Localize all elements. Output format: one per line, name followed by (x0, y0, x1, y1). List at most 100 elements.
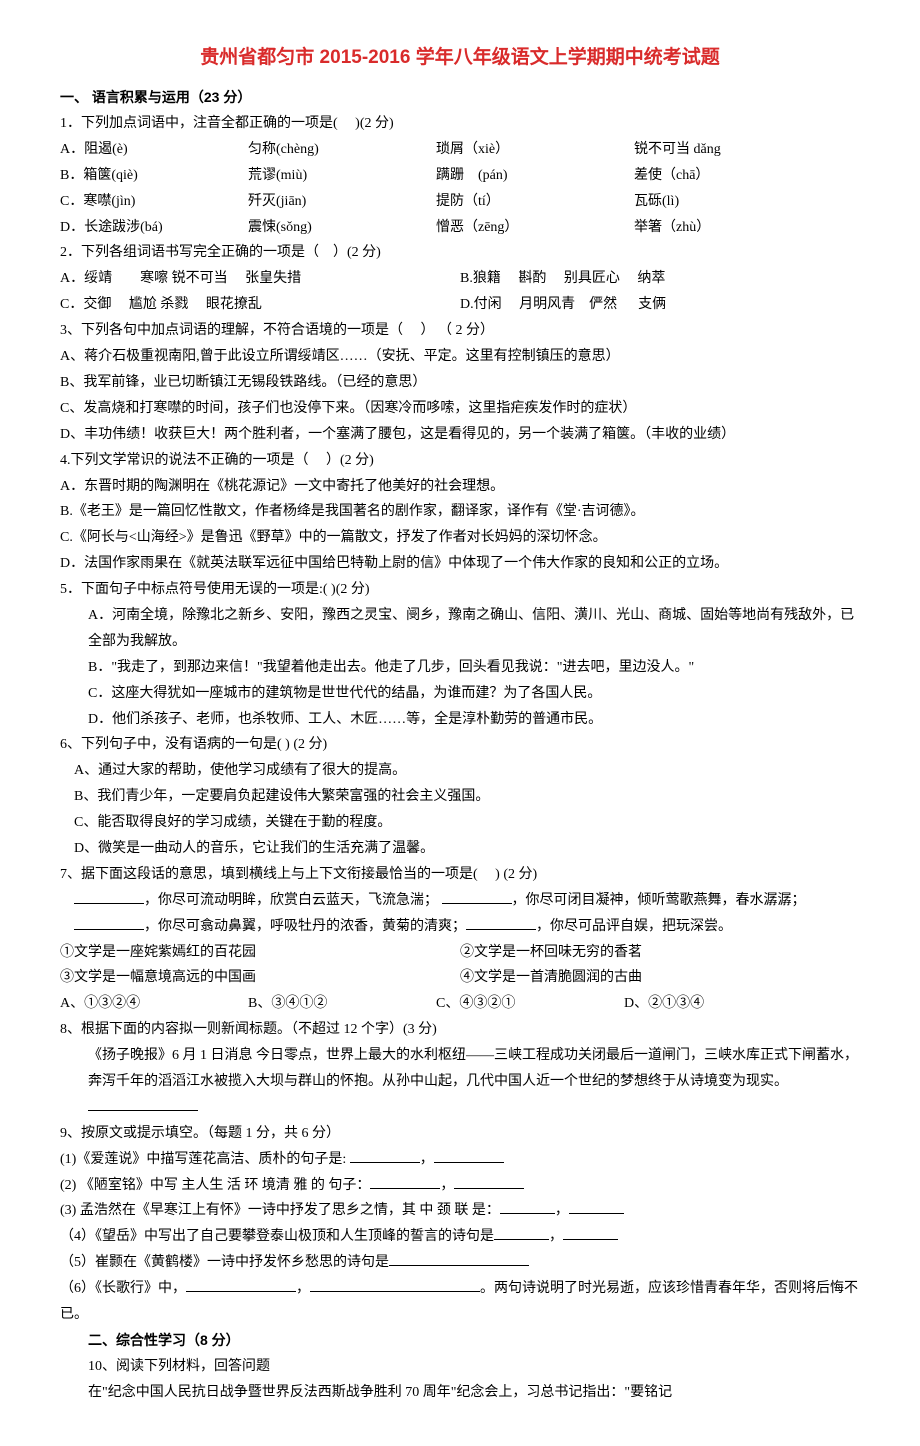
q7-a: A、①③②④ (60, 991, 220, 1017)
q2-stem: 2．下列各组词语书写完全正确的一项是（ ）(2 分) (60, 240, 860, 266)
q1-c1: C．寒噤(jìn) (60, 189, 220, 215)
q1-a4: 锐不可当 dǎng (634, 137, 721, 163)
q7-text3: ，你尽可翕动鼻翼，呼吸牡丹的浓香，黄菊的清爽； (144, 919, 466, 934)
q7-b: B、③④①② (248, 991, 408, 1017)
q3-stem: 3、下列各句中加点词语的理解，不符合语境的一项是（ ） （ 2 分） (60, 318, 860, 344)
q8-stem: 8、根据下面的内容拟一则新闻标题。（不超过 12 个字）(3 分) (60, 1017, 860, 1043)
q9-3-text: (3) 孟浩然在《早寒江上有怀》一诗中抒发了思乡之情，其 中 颈 联 是： (60, 1203, 500, 1218)
q9-6-text1: （6）《长歌行》中， (60, 1281, 186, 1296)
q7-blank4 (466, 916, 536, 930)
q1-a1: A．阻遏(è) (60, 137, 220, 163)
q9-6-b1 (186, 1278, 296, 1292)
q1-d4: 举箸（zhù） (634, 215, 710, 241)
q9-1-b2 (434, 1149, 504, 1163)
q1-d2: 震悚(sǒng) (248, 215, 408, 241)
q1-b3: 蹒跚 (pán) (436, 163, 606, 189)
q3-b: B、我军前锋，业已切断镇江无锡段铁路线。（已经的意思） (60, 370, 860, 396)
q1-a3: 琐屑（xiè） (436, 137, 606, 163)
q1-d3: 憎恶（zēng） (436, 215, 606, 241)
q9-5: （5）崔颢在《黄鹤楼》一诗中抒发怀乡愁思的诗句是 (60, 1250, 860, 1276)
q7-blank3 (74, 916, 144, 930)
q9-stem: 9、按原文或提示填空。（每题 1 分，共 6 分） (60, 1121, 860, 1147)
q7-num1: ①文学是一座姹紫嫣红的百花园 (60, 940, 460, 966)
q6-d: D、微笑是一曲动人的音乐，它让我们的生活充满了温馨。 (60, 836, 860, 862)
q9-1: (1)《爱莲说》中描写莲花高洁、质朴的句子是: ， (60, 1147, 860, 1173)
q2-row1: A．绥靖 寒嚓 锐不可当 张皇失措 B.狼籍 斟酌 别具匠心 纳萃 (60, 266, 860, 292)
q3-c: C、发高烧和打寒噤的时间，孩子们也没停下来。（因寒冷而哆嗦，这里指疟疾发作时的症… (60, 396, 860, 422)
q6-a: A、通过大家的帮助，使他学习成绩有了很大的提高。 (60, 758, 860, 784)
q1-b4: 差使（chā） (634, 163, 709, 189)
q5-b: B．"我走了，到那边来信！"我望着他走出去。他走了几步，回头看见我说："进去吧，… (60, 655, 860, 681)
q9-5-b1 (389, 1252, 459, 1266)
q6-b: B、我们青少年，一定要肩负起建设伟大繁荣富强的社会主义强国。 (60, 784, 860, 810)
q9-3-b2 (569, 1200, 624, 1214)
q9-2: (2) 《陋室铭》中写 主人生 活 环 境清 雅 的 句子：， (60, 1173, 860, 1199)
q1-row-b: B．箱箧(qiè) 荒谬(miù) 蹒跚 (pán) 差使（chā） (60, 163, 860, 189)
q7-text1: ，你尽可流动明眸，欣赏白云蓝天，飞流急湍； (144, 893, 442, 908)
q10-stem: 10、阅读下列材料，回答问题 (60, 1354, 860, 1380)
q1-row-c: C．寒噤(jìn) 歼灭(jiān) 提防（tí） 瓦砾(lì) (60, 189, 860, 215)
q9-4-text: （4）《望岳》中写出了自己要攀登泰山极顶和人生顶峰的誓言的诗句是 (60, 1229, 494, 1244)
q5-c: C．这座大得犹如一座城市的建筑物是世世代代的结晶，为谁而建？为了各国人民。 (60, 681, 860, 707)
q1-row-d: D．长途跋涉(bá) 震悚(sǒng) 憎恶（zēng） 举箸（zhù） (60, 215, 860, 241)
q9-2-b1 (370, 1175, 440, 1189)
q7-text2: ，你尽可闭目凝神，倾听莺歌燕舞，春水潺潺； (512, 893, 806, 908)
q1-c3: 提防（tí） (436, 189, 606, 215)
q1-b1: B．箱箧(qiè) (60, 163, 220, 189)
q8-body: 《扬子晚报》6 月 1 日消息 今日零点，世界上最大的水利枢纽——三峡工程成功关… (60, 1043, 860, 1121)
q7-d: D、②①③④ (624, 991, 704, 1017)
q9-6: （6）《长歌行》中，，。两句诗说明了时光易逝，应该珍惜青春年华，否则将后悔不已。 (60, 1276, 860, 1328)
q5-d: D．他们杀孩子、老师，也杀牧师、工人、木匠……等，全是淳朴勤劳的普通市民。 (60, 707, 860, 733)
q9-2-text: (2) 《陋室铭》中写 主人生 活 环 境清 雅 的 句子： (60, 1178, 370, 1193)
q9-3-b1 (500, 1200, 555, 1214)
q7-num4: ④文学是一首清脆圆润的古曲 (460, 965, 642, 991)
q3-a: A、蒋介石极重视南阳,曾于此设立所谓绥靖区……（安抚、平定。这里有控制镇压的意思… (60, 344, 860, 370)
q7-num2: ②文学是一杯回味无穷的香茗 (460, 940, 642, 966)
q1-b2: 荒谬(miù) (248, 163, 408, 189)
q10-body: 在"纪念中国人民抗日战争暨世界反法西斯战争胜利 70 周年"纪念会上，习总书记指… (60, 1380, 860, 1406)
q2-c: C．交御 尴尬 杀戮 眼花撩乱 (60, 292, 460, 318)
q9-4-b2 (563, 1226, 618, 1240)
q9-1-b1 (350, 1149, 420, 1163)
q9-4-b1 (494, 1226, 549, 1240)
q4-b: B.《老王》是一篇回忆性散文，作者杨绛是我国著名的剧作家，翻译家，译作有《堂·吉… (60, 499, 860, 525)
q7-blank1 (74, 890, 144, 904)
q8-blank (88, 1097, 198, 1111)
q7-text4: ，你尽可品评自娱，把玩深尝。 (536, 919, 732, 934)
q8-body-text: 《扬子晚报》6 月 1 日消息 今日零点，世界上最大的水利枢纽——三峡工程成功关… (88, 1048, 858, 1089)
q9-5-b2 (459, 1252, 529, 1266)
q3-d: D、丰功伟绩！收获巨大！两个胜利者，一个塞满了腰包，这是看得见的，另一个装满了箱… (60, 422, 860, 448)
q9-5-text: （5）崔颢在《黄鹤楼》一诗中抒发怀乡愁思的诗句是 (60, 1255, 389, 1270)
q4-stem: 4.下列文学常识的说法不正确的一项是（ ）(2 分) (60, 448, 860, 474)
q6-stem: 6、下列句子中，没有语病的一句是( ) (2 分) (60, 732, 860, 758)
q9-2-b2 (454, 1175, 524, 1189)
q6-c: C、能否取得良好的学习成绩，关键在于勤的程度。 (60, 810, 860, 836)
q5-stem: 5．下面句子中标点符号使用无误的一项是:( )(2 分) (60, 577, 860, 603)
page-title: 贵州省都匀市 2015-2016 学年八年级语文上学期期中统考试题 (60, 40, 860, 75)
q2-row2: C．交御 尴尬 杀戮 眼花撩乱 D.付闲 月明风青 俨然 支俩 (60, 292, 860, 318)
q9-3: (3) 孟浩然在《早寒江上有怀》一诗中抒发了思乡之情，其 中 颈 联 是：， (60, 1198, 860, 1224)
q7-blank2 (442, 890, 512, 904)
section-2-heading: 二、综合性学习（8 分） (60, 1328, 860, 1354)
q4-d: D．法国作家雨果在《就英法联军远征中国给巴特勒上尉的信》中体现了一个伟大作家的良… (60, 551, 860, 577)
q7-body: ，你尽可流动明眸，欣赏白云蓝天，飞流急湍； ，你尽可闭目凝神，倾听莺歌燕舞，春水… (60, 888, 860, 940)
section-1-heading: 一、 语言积累与运用（23 分） (60, 85, 860, 111)
q1-stem: 1．下列加点词语中，注音全都正确的一项是( )(2 分) (60, 111, 860, 137)
q1-c4: 瓦砾(lì) (634, 189, 679, 215)
q4-c: C.《阿长与<山海经>》是鲁迅《野草》中的一篇散文，抒发了作者对长妈妈的深切怀念… (60, 525, 860, 551)
q7-options: A、①③②④ B、③④①② C、④③②① D、②①③④ (60, 991, 860, 1017)
q2-a: A．绥靖 寒嚓 锐不可当 张皇失措 (60, 266, 460, 292)
q9-4: （4）《望岳》中写出了自己要攀登泰山极顶和人生顶峰的誓言的诗句是， (60, 1224, 860, 1250)
q7-num3: ③文学是一幅意境高远的中国画 (60, 965, 460, 991)
q9-1-text: (1)《爱莲说》中描写莲花高洁、质朴的句子是: (60, 1152, 350, 1167)
q4-a: A．东晋时期的陶渊明在《桃花源记》一文中寄托了他美好的社会理想。 (60, 474, 860, 500)
q7-numbered-row1: ①文学是一座姹紫嫣红的百花园 ②文学是一杯回味无穷的香茗 (60, 940, 860, 966)
q7-c: C、④③②① (436, 991, 596, 1017)
q2-b: B.狼籍 斟酌 别具匠心 纳萃 (460, 266, 860, 292)
q5-a: A．河南全境，除豫北之新乡、安阳，豫西之灵宝、阌乡，豫南之确山、信阳、潢川、光山… (60, 603, 860, 655)
q9-6-text2: ， (296, 1281, 310, 1296)
q7-numbered-row2: ③文学是一幅意境高远的中国画 ④文学是一首清脆圆润的古曲 (60, 965, 860, 991)
q1-a2: 匀称(chèng) (248, 137, 408, 163)
q1-row-a: A．阻遏(è) 匀称(chèng) 琐屑（xiè） 锐不可当 dǎng (60, 137, 860, 163)
q2-d: D.付闲 月明风青 俨然 支俩 (460, 292, 860, 318)
